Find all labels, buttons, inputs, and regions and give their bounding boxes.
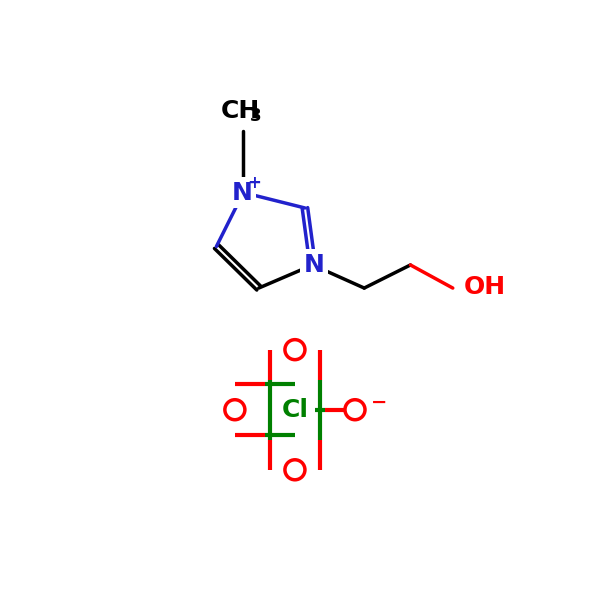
Text: 3: 3	[250, 106, 262, 125]
Text: CH: CH	[221, 99, 260, 123]
Text: Cl: Cl	[281, 398, 308, 422]
Circle shape	[226, 401, 244, 418]
Text: OH: OH	[464, 275, 506, 298]
Circle shape	[286, 341, 304, 359]
Circle shape	[286, 461, 304, 479]
Text: −: −	[371, 392, 387, 411]
Text: N: N	[231, 181, 252, 204]
Text: N: N	[304, 253, 324, 277]
Text: +: +	[247, 174, 261, 192]
Circle shape	[346, 401, 364, 418]
